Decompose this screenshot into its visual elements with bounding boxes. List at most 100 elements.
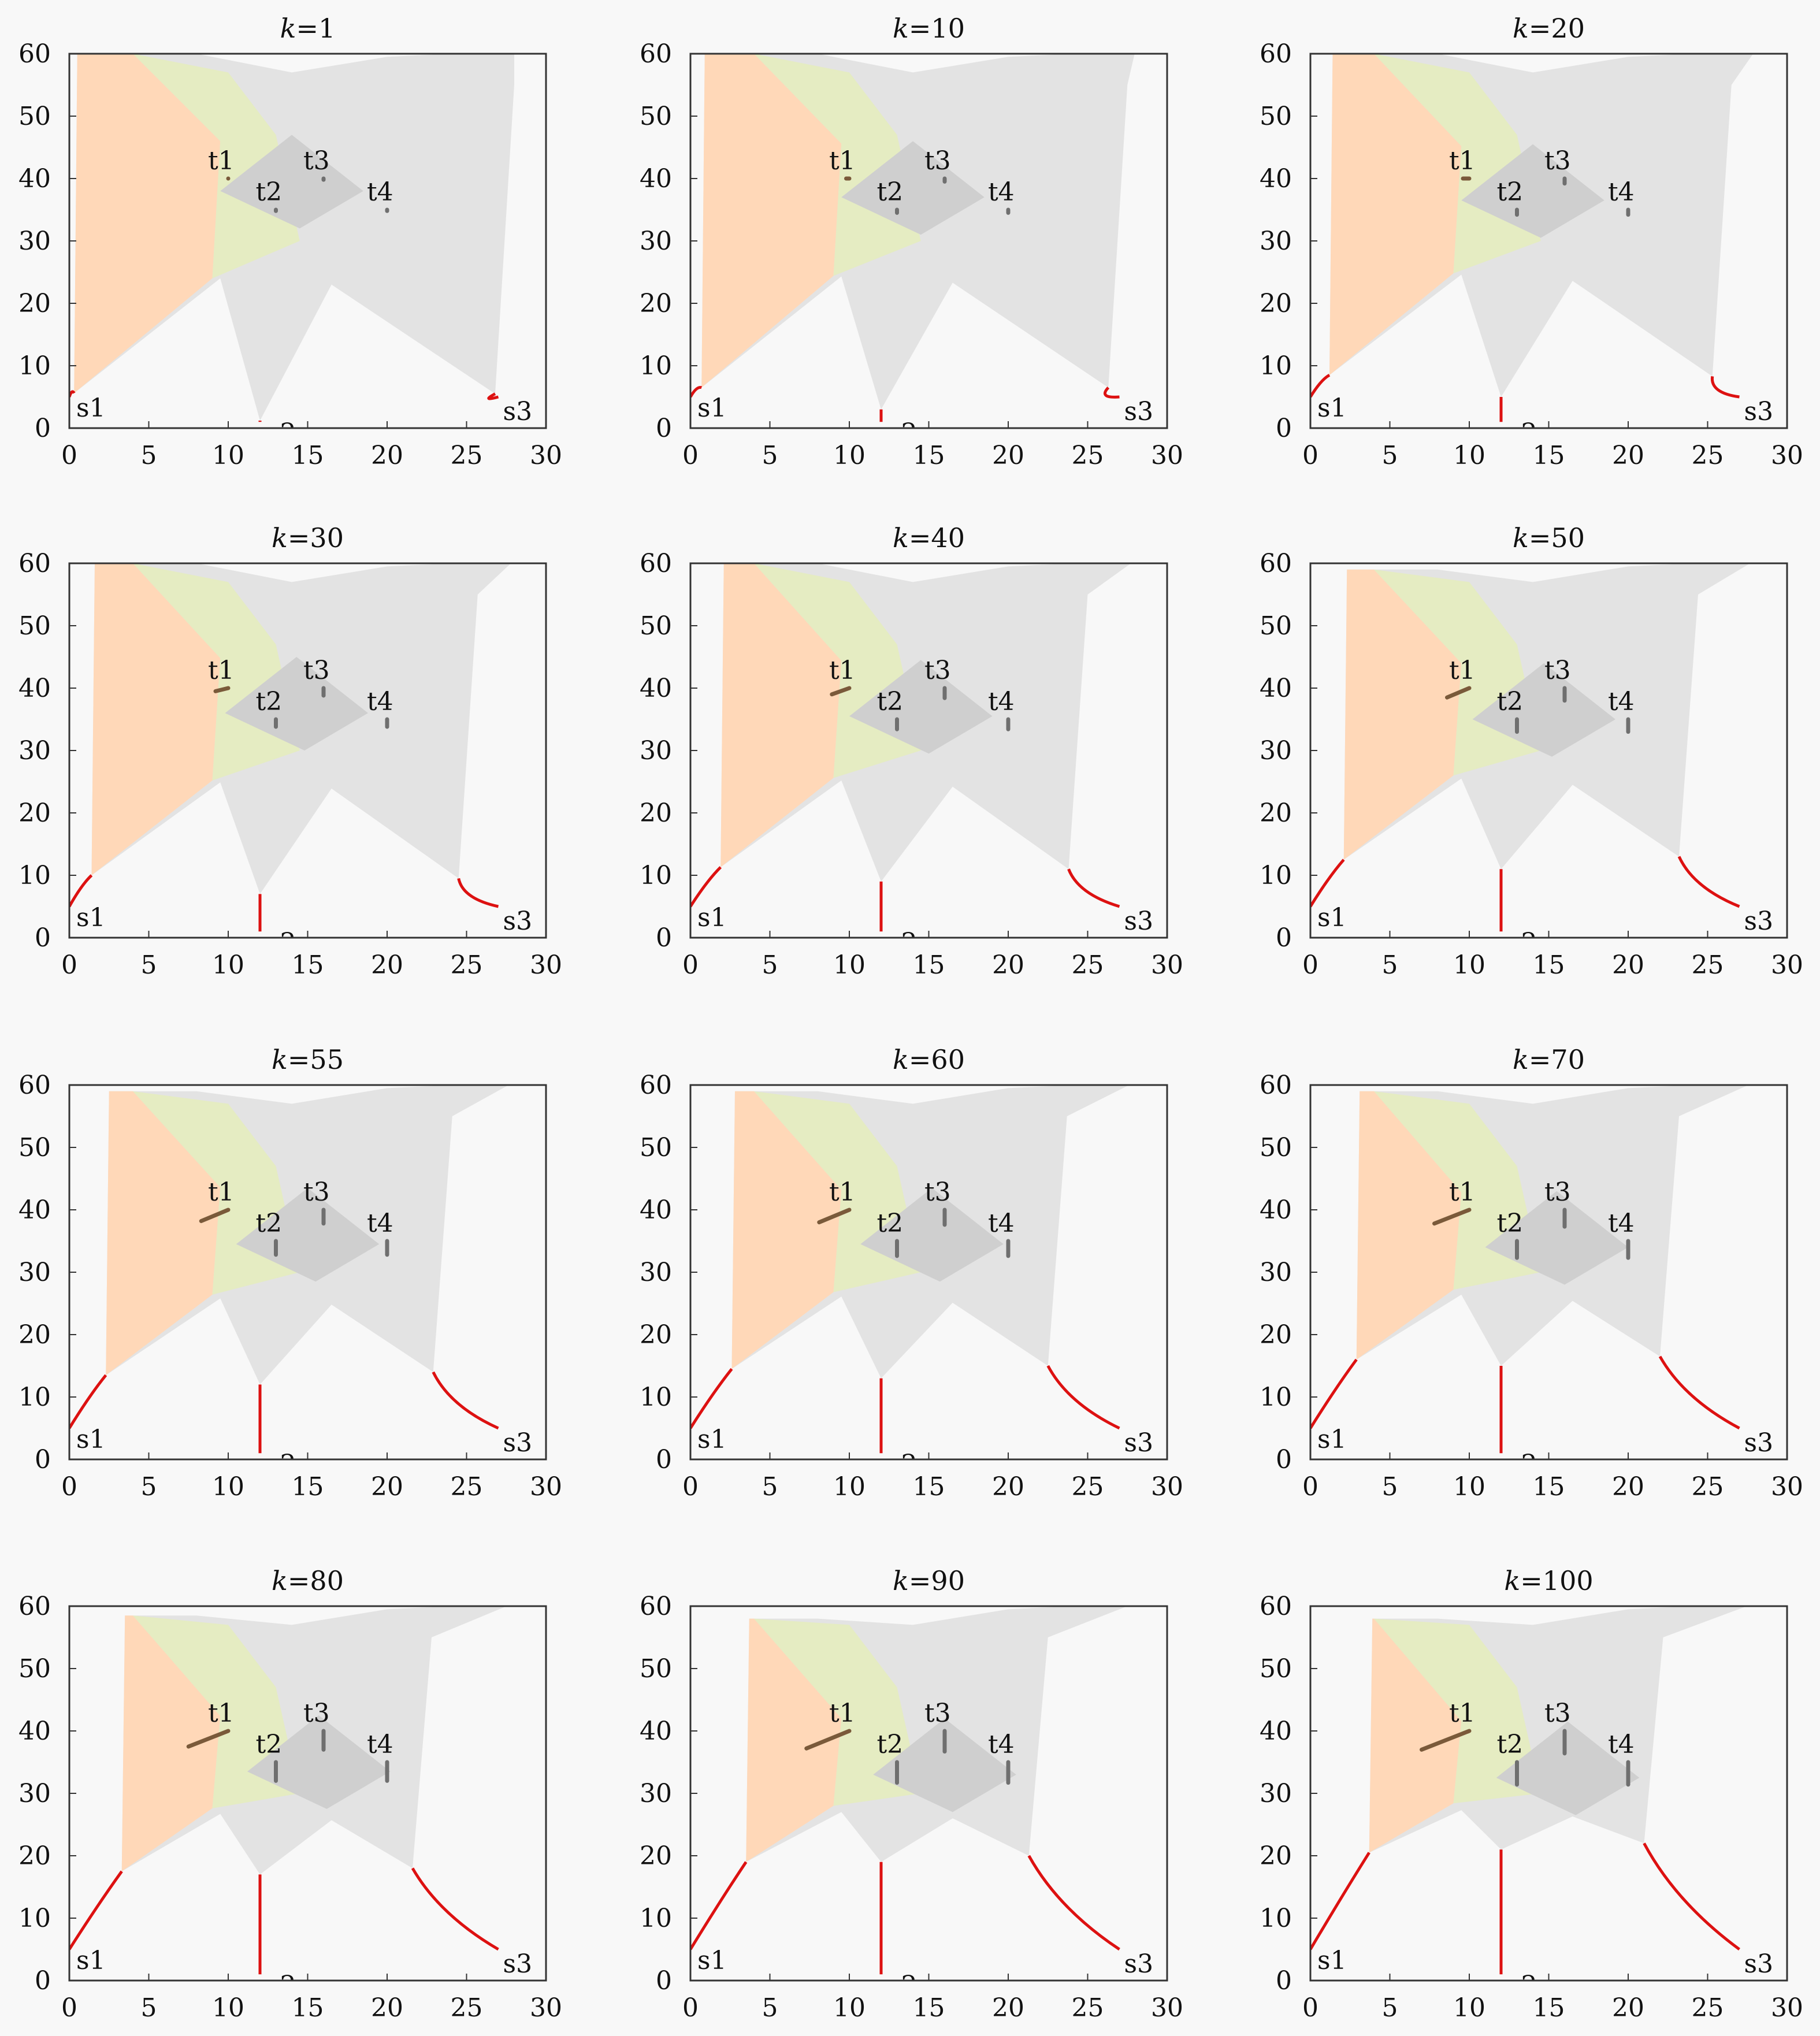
y-tick-label: 0: [656, 414, 672, 443]
y-tick-label: 10: [18, 1904, 51, 1933]
label-s3: s3: [1124, 397, 1154, 426]
region-orange: [1343, 569, 1462, 860]
label-t1: t1: [829, 146, 856, 176]
x-tick-label: 20: [371, 1993, 403, 2023]
panel-title: k=90: [893, 1565, 965, 1596]
label-s2: s2: [267, 1971, 296, 2000]
x-tick-label: 15: [292, 441, 324, 470]
region-dark: [247, 1715, 391, 1809]
label-s2: s2: [888, 418, 918, 448]
y-tick-label: 60: [18, 39, 51, 69]
y-tick-label: 30: [1260, 1258, 1292, 1287]
x-tick-label: 15: [292, 1993, 324, 2023]
label-t2: t2: [256, 177, 283, 207]
trajectory-s3: [1643, 1842, 1740, 1951]
y-tick-label: 30: [1260, 736, 1292, 766]
x-tick-label: 25: [451, 950, 483, 980]
x-tick-label: 5: [141, 1993, 157, 2023]
x-tick-label: 15: [913, 441, 945, 470]
title-var: k: [272, 1044, 288, 1075]
label-t2: t2: [877, 177, 904, 207]
panel-k1: s1 s2 s3 t1 t2 t3 t4 0 5 10 15 20 25 30 0 10 20 30 40 50 60 k…: [18, 13, 562, 470]
region-orange: [731, 1091, 842, 1369]
y-tick-label: 20: [18, 289, 51, 318]
trajectory-s1: [69, 1870, 123, 1950]
panel-k20: s1 s2 s3 t1 t2 t3 t4 0 5 10 15 20 25 30 0 10 20 30 40 50 60 k…: [1260, 13, 1803, 470]
trajectory-t1: [1445, 686, 1472, 700]
panel-k90: s1 s2 s3 t1 t2 t3 t4 0 5 10 15 20 25 30 0 10 20 30 40 50 60 k…: [640, 1565, 1183, 2023]
y-tick-label: 60: [18, 1071, 51, 1100]
title-eq: =55: [288, 1044, 344, 1075]
y-tick-label: 30: [18, 736, 51, 766]
title-eq: =10: [909, 13, 965, 44]
trajectory-t1: [186, 1729, 231, 1749]
label-t4: t4: [1608, 1209, 1635, 1238]
x-tick-label: 25: [451, 1993, 483, 2023]
trajectory-s3: [1658, 1355, 1740, 1430]
x-tick-label: 0: [61, 441, 77, 470]
trajectory-s3: [432, 1371, 499, 1430]
panel-title: k=80: [272, 1565, 344, 1596]
region-orange: [701, 54, 842, 388]
region-dark: [841, 141, 985, 235]
y-tick-label: 50: [640, 611, 672, 641]
x-tick-label: 5: [762, 1472, 778, 1502]
label-t2: t2: [877, 1209, 904, 1238]
label-t3: t3: [303, 146, 330, 176]
label-t4: t4: [1608, 177, 1635, 207]
x-tick-label: 20: [992, 1472, 1024, 1502]
label-t1: t1: [1449, 656, 1476, 685]
title-var: k: [1513, 1044, 1529, 1075]
y-tick-label: 0: [1276, 414, 1292, 443]
trajectory-t1: [1432, 1208, 1472, 1226]
label-t3: t3: [924, 1699, 951, 1728]
plot-area: s1 s2 s3 t1 t2 t3 t4: [69, 563, 532, 938]
x-tick-label: 10: [1453, 1993, 1485, 2023]
trajectory-s1: [1310, 859, 1345, 908]
label-s2: s2: [888, 928, 918, 957]
plot-area: s1 s2 s3 t1 t2 t3 t4: [69, 1606, 532, 2000]
y-tick-label: 40: [18, 1717, 51, 1746]
x-tick-label: 5: [1382, 441, 1398, 470]
y-tick-label: 50: [640, 1654, 672, 1684]
region-orange: [121, 1615, 221, 1871]
label-t3: t3: [924, 656, 951, 685]
x-tick-label: 30: [1771, 1993, 1803, 2023]
x-tick-label: 10: [1453, 1472, 1485, 1502]
region-dark: [236, 1188, 380, 1282]
panel-title: k=60: [893, 1044, 965, 1075]
x-tick-label: 30: [530, 441, 562, 470]
y-tick-label: 0: [35, 414, 51, 443]
region-orange: [74, 54, 221, 393]
x-tick-label: 20: [1612, 950, 1644, 980]
y-tick-label: 60: [1260, 39, 1292, 69]
label-s3: s3: [503, 397, 533, 426]
title-var: k: [272, 522, 288, 553]
y-tick-label: 50: [640, 1133, 672, 1162]
label-t4: t4: [367, 177, 393, 207]
panel-title: k=10: [893, 13, 965, 44]
trajectory-s3: [457, 878, 499, 908]
x-tick-label: 10: [833, 441, 866, 470]
region-green: [1374, 54, 1541, 274]
trajectory-s1: [690, 866, 722, 908]
label-s1: s1: [76, 1946, 106, 1975]
label-s2: s2: [1508, 1450, 1537, 1479]
x-tick-label: 10: [212, 950, 244, 980]
x-tick-label: 0: [61, 1993, 77, 2023]
x-tick-label: 30: [1151, 1993, 1183, 2023]
title-var: k: [893, 13, 909, 44]
x-tick-label: 30: [530, 1472, 562, 1502]
y-tick-label: 40: [1260, 1717, 1292, 1746]
y-tick-label: 30: [640, 1779, 672, 1808]
plot-area: s1 s2 s3 t1 t2 t3 t4: [69, 54, 533, 428]
x-tick-label: 10: [1453, 441, 1485, 470]
label-t4: t4: [367, 1209, 393, 1238]
y-tick-label: 50: [18, 1654, 51, 1684]
trajectory-s3: [1677, 856, 1740, 908]
y-tick-label: 20: [640, 1841, 672, 1871]
x-tick-label: 0: [682, 1472, 699, 1502]
label-t2: t2: [877, 1730, 904, 1759]
x-tick-label: 20: [371, 441, 403, 470]
label-t1: t1: [1449, 1699, 1476, 1728]
